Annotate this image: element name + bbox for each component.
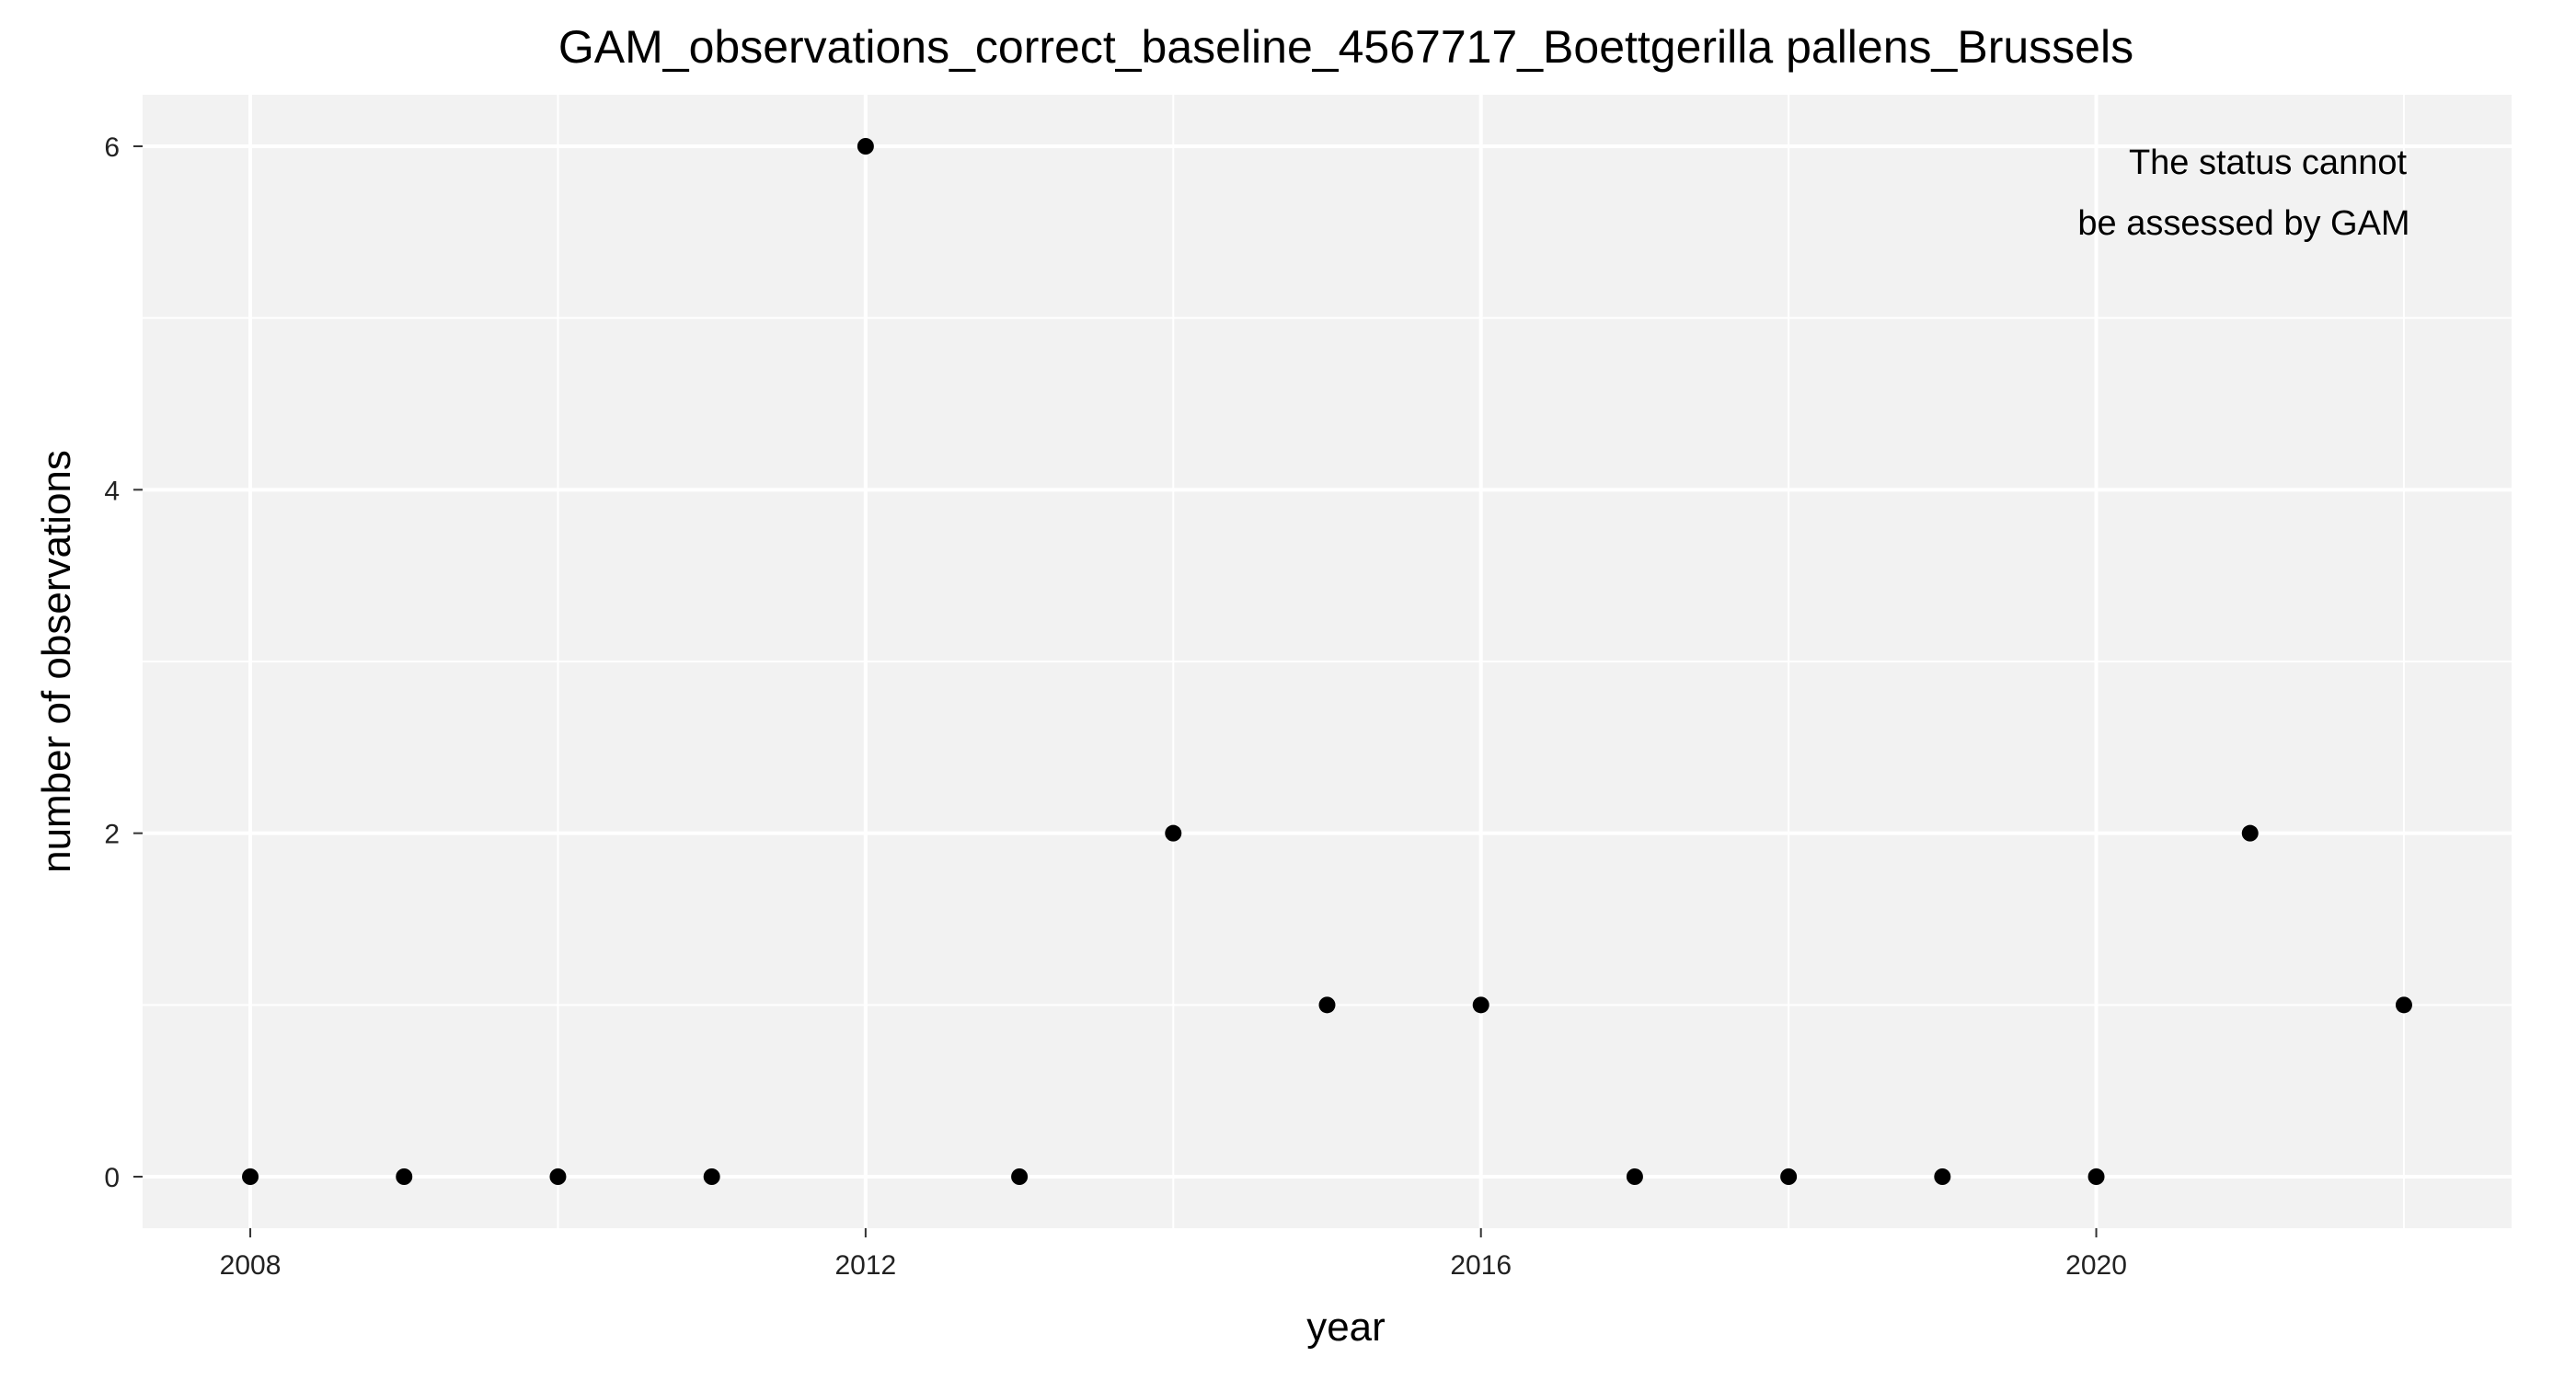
data-point (1626, 1168, 1643, 1185)
y-tick-label: 0 (104, 1163, 120, 1193)
x-tick-label: 2016 (1450, 1250, 1512, 1281)
data-point (857, 138, 874, 155)
data-point (2395, 996, 2412, 1014)
data-point (703, 1168, 720, 1185)
data-points (242, 138, 2412, 1185)
grid-lines (143, 95, 2512, 1228)
y-tick-label: 6 (104, 132, 120, 163)
data-point (1318, 996, 1336, 1014)
axes: 2008 2012 2016 2020 0 2 4 6 (104, 132, 2127, 1281)
data-point (1011, 1168, 1029, 1185)
data-point (2241, 824, 2259, 842)
y-tick-label: 4 (104, 476, 120, 506)
data-point (549, 1168, 567, 1185)
x-tick-label: 2012 (835, 1250, 897, 1281)
data-point (1165, 824, 1182, 842)
data-point (1472, 996, 1489, 1014)
chart-title: GAM_observations_correct_baseline_456771… (558, 21, 2133, 73)
y-tick-label: 2 (104, 820, 120, 850)
x-tick-label: 2020 (2065, 1250, 2127, 1281)
data-point (1934, 1168, 1951, 1185)
y-axis-title: number of observations (34, 450, 79, 873)
data-point (1780, 1168, 1798, 1185)
status-annotation-line-1: The status cannot (2129, 144, 2408, 182)
data-point (396, 1168, 413, 1185)
x-axis-title: year (1306, 1305, 1386, 1350)
data-point (2087, 1168, 2105, 1185)
status-annotation-line-2: be assessed by GAM (2077, 204, 2409, 243)
data-point (242, 1168, 259, 1185)
x-tick-label: 2008 (220, 1250, 282, 1281)
